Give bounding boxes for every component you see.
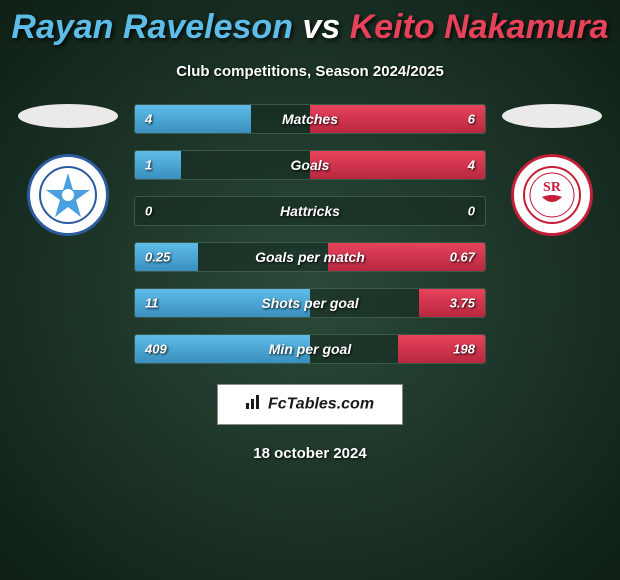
right-side: SR [492, 104, 612, 380]
stat-value-left: 0 [145, 204, 152, 219]
stat-value-left: 1 [145, 158, 152, 173]
stat-label: Goals [291, 157, 330, 173]
stat-label: Goals per match [255, 249, 365, 265]
svg-text:SR: SR [543, 180, 562, 195]
stat-row: 0 0 Hattricks [134, 196, 486, 226]
page-title: Rayan Raveleson vs Keito Nakamura [0, 8, 620, 47]
player2-photo-placeholder [502, 104, 602, 128]
brand-text: FcTables.com [268, 396, 374, 413]
stat-value-left: 11 [145, 296, 159, 311]
stat-label: Min per goal [269, 341, 351, 357]
stat-value-right: 0 [468, 204, 475, 219]
bar-left [135, 151, 181, 179]
stat-label: Hattricks [280, 203, 340, 219]
player2-name: Keito Nakamura [350, 8, 609, 46]
club-badge-left [27, 154, 109, 236]
brand-box: FcTables.com [217, 384, 403, 425]
stat-row: 409 198 Min per goal [134, 334, 486, 364]
stat-row: 4 6 Matches [134, 104, 486, 134]
auxerre-crest-icon [38, 165, 98, 225]
bar-right [310, 151, 485, 179]
stat-row: 0.25 0.67 Goals per match [134, 242, 486, 272]
bar-left [135, 105, 251, 133]
stat-value-left: 0.25 [145, 250, 170, 265]
stats-bars: 4 6 Matches 1 4 Goals 0 0 Hattricks 0.25 0.67 Goals… [128, 104, 492, 380]
vs-text: vs [302, 8, 340, 46]
left-side [8, 104, 128, 380]
stat-label: Shots per goal [261, 295, 358, 311]
stat-value-right: 3.75 [450, 296, 475, 311]
player1-photo-placeholder [18, 104, 118, 128]
club-badge-right: SR [511, 154, 593, 236]
player1-name: Rayan Raveleson [11, 8, 293, 46]
header: Rayan Raveleson vs Keito Nakamura Club c… [0, 0, 620, 80]
stat-label: Matches [282, 111, 338, 127]
stat-row: 1 4 Goals [134, 150, 486, 180]
stat-value-left: 409 [145, 342, 167, 357]
bars-logo-icon [246, 395, 264, 414]
stat-value-right: 6 [468, 112, 475, 127]
stat-value-right: 198 [453, 342, 475, 357]
reims-crest-icon: SR [522, 165, 582, 225]
stat-value-right: 4 [468, 158, 475, 173]
subtitle: Club competitions, Season 2024/2025 [0, 63, 620, 80]
stat-row: 11 3.75 Shots per goal [134, 288, 486, 318]
date-text: 18 october 2024 [0, 445, 620, 462]
footer: FcTables.com 18 october 2024 [0, 384, 620, 462]
stat-value-left: 4 [145, 112, 152, 127]
stat-value-right: 0.67 [450, 250, 475, 265]
content: 4 6 Matches 1 4 Goals 0 0 Hattricks 0.25 0.67 Goals… [0, 104, 620, 380]
